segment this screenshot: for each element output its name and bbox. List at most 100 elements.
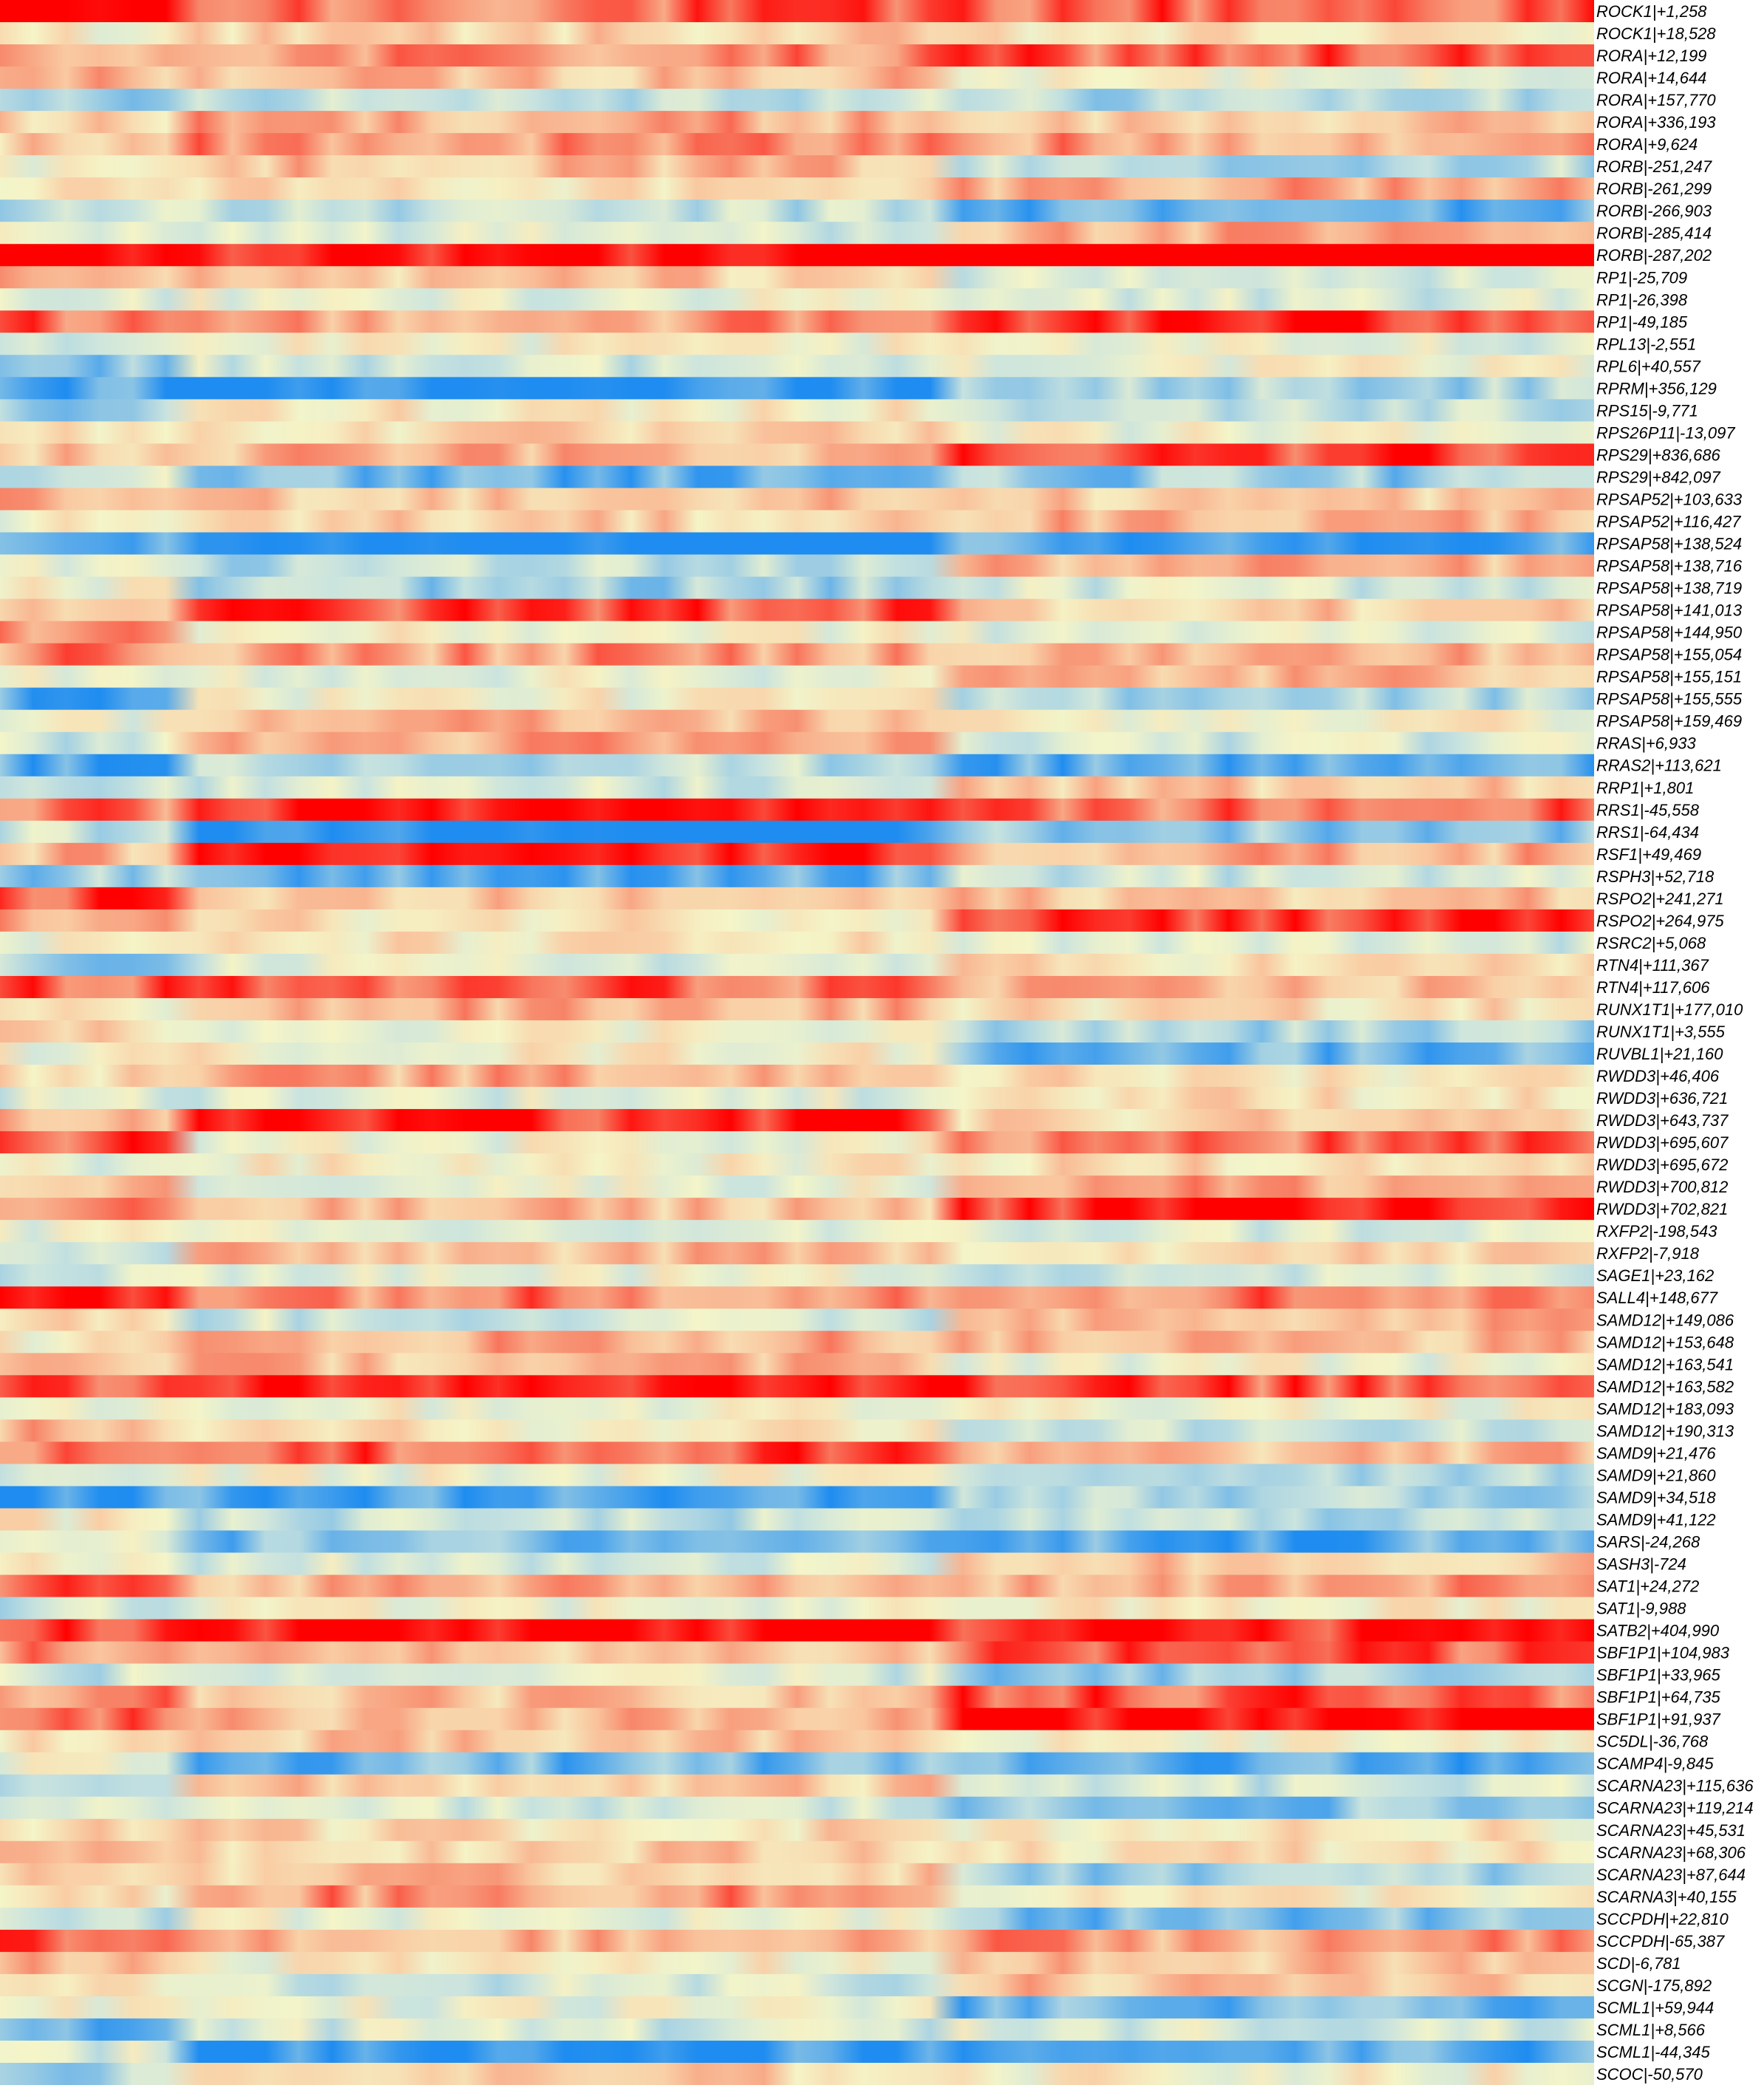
row-label: RUNX1T1|+177,010	[1596, 1000, 1743, 1019]
heatmap-row-28	[0, 621, 1594, 644]
heatmap-row-15	[0, 332, 1594, 355]
row-label: ROCK1|+18,528	[1596, 24, 1716, 43]
heatmap-row-64	[0, 1419, 1594, 1442]
row-label: RPL6|+40,557	[1596, 357, 1701, 375]
row-label: RPSAP58|+138,719	[1596, 579, 1742, 598]
heatmap-row-78	[0, 1730, 1594, 1753]
row-label: RPSAP58|+138,716	[1596, 557, 1743, 576]
heatmap-row-66	[0, 1464, 1594, 1487]
heatmap-row-8	[0, 177, 1594, 200]
row-label: SCCPDH|+22,810	[1596, 1910, 1729, 1928]
heatmap-row-82	[0, 1818, 1594, 1842]
row-label: RPSAP58|+155,054	[1596, 646, 1742, 664]
row-label: RPSAP58|+155,555	[1596, 690, 1743, 709]
row-label: RWDD3|+700,812	[1596, 1178, 1728, 1196]
heatmap-row-88	[0, 1951, 1594, 1975]
row-label: RORA|+12,199	[1596, 47, 1706, 65]
row-label: SAMD12|+149,086	[1596, 1311, 1734, 1329]
heatmap-row-31	[0, 687, 1594, 711]
row-label: SCARNA23|+115,636	[1596, 1777, 1754, 1795]
row-label: SAMD9|+41,122	[1596, 1510, 1716, 1529]
row-label: SCML1|+8,566	[1596, 2021, 1706, 2039]
row-label: RTN4|+117,606	[1596, 978, 1710, 997]
heatmap-row-77	[0, 1707, 1594, 1731]
row-label: SAMD9|+21,860	[1596, 1466, 1716, 1484]
heatmap-row-57	[0, 1264, 1594, 1287]
heatmap-row-53	[0, 1175, 1594, 1198]
row-label: RTN4|+111,367	[1596, 956, 1709, 975]
row-label: RWDD3|+46,406	[1596, 1067, 1720, 1085]
row-label: RP1|-49,185	[1596, 313, 1688, 331]
row-label: RRAS2|+113,621	[1596, 757, 1722, 775]
row-label: RXFP2|-198,543	[1596, 1222, 1717, 1241]
heatmap-row-46	[0, 1020, 1594, 1043]
heatmap-row-32	[0, 709, 1594, 733]
row-label: SAGE1|+23,162	[1596, 1266, 1714, 1285]
heatmap-row-33	[0, 731, 1594, 755]
heatmap-row-50	[0, 1109, 1594, 1132]
heatmap-row-39	[0, 864, 1594, 888]
heatmap-row-29	[0, 643, 1594, 666]
row-label: RORB|-287,202	[1596, 246, 1712, 265]
row-label: RP1|-26,398	[1596, 290, 1688, 309]
row-label: RWDD3|+643,737	[1596, 1111, 1729, 1130]
heatmap-row-45	[0, 997, 1594, 1021]
row-label: RPSAP58|+141,013	[1596, 601, 1743, 620]
row-label: SCARNA23|+45,531	[1596, 1821, 1746, 1840]
heatmap-row-62	[0, 1375, 1594, 1398]
row-label: SBF1P1|+91,937	[1596, 1710, 1721, 1729]
heatmap-row-73	[0, 1619, 1594, 1642]
row-label: RORB|-261,299	[1596, 180, 1712, 198]
heatmap-row-43	[0, 953, 1594, 977]
heatmap-row-13	[0, 288, 1594, 311]
heatmap-row-83	[0, 1840, 1594, 1864]
heatmap-row-9	[0, 199, 1594, 222]
row-label: SBF1P1|+64,735	[1596, 1688, 1721, 1707]
row-label: SC5DL|-36,768	[1596, 1733, 1709, 1751]
row-label: SAMD12|+153,648	[1596, 1333, 1734, 1351]
heatmap-row-92	[0, 2040, 1594, 2064]
row-label: SCARNA23|+87,644	[1596, 1866, 1746, 1884]
row-label: RP1|-25,709	[1596, 268, 1687, 287]
heatmap-row-5	[0, 111, 1594, 134]
row-label: SCARNA3|+40,155	[1596, 1888, 1737, 1906]
heatmap-row-59	[0, 1308, 1594, 1331]
row-label: RRP1|+1,801	[1596, 779, 1694, 797]
heatmap-row-14	[0, 310, 1594, 333]
row-label: SCCPDH|-65,387	[1596, 1932, 1725, 1951]
row-label: SAMD12|+163,541	[1596, 1355, 1734, 1373]
heatmap-row-56	[0, 1242, 1594, 1265]
row-label: RORA|+9,624	[1596, 135, 1698, 154]
row-label: SBF1P1|+33,965	[1596, 1666, 1721, 1685]
heatmap-row-75	[0, 1663, 1594, 1687]
heatmap-row-12	[0, 266, 1594, 289]
row-label: SCGN|-175,892	[1596, 1976, 1712, 1995]
row-label: RWDD3|+702,821	[1596, 1200, 1728, 1218]
row-label: SAT1|+24,272	[1596, 1577, 1699, 1596]
heatmap-row-40	[0, 887, 1594, 910]
heatmap-row-84	[0, 1863, 1594, 1886]
heatmap-row-18	[0, 399, 1594, 422]
heatmap-row-90	[0, 1996, 1594, 2019]
heatmap-row-63	[0, 1397, 1594, 1420]
heatmap-row-76	[0, 1685, 1594, 1709]
heatmap-row-25	[0, 554, 1594, 578]
row-label: RPS15|-9,771	[1596, 401, 1698, 420]
heatmap-row-21	[0, 465, 1594, 489]
heatmap-row-54	[0, 1198, 1594, 1221]
heatmap-row-93	[0, 2062, 1594, 2085]
row-label: SCML1|+59,944	[1596, 1999, 1714, 2017]
row-label: RSPO2|+264,975	[1596, 912, 1724, 930]
heatmap-row-41	[0, 909, 1594, 932]
row-label: SCD|-6,781	[1596, 1954, 1681, 1973]
row-label: SATB2|+404,990	[1596, 1622, 1720, 1640]
row-label: RSF1|+49,469	[1596, 845, 1701, 864]
row-label: SAMD12|+190,313	[1596, 1422, 1734, 1440]
heatmap-row-70	[0, 1552, 1594, 1576]
heatmap-row-58	[0, 1286, 1594, 1309]
heatmap-cells	[0, 0, 1594, 2085]
heatmap-row-51	[0, 1131, 1594, 1154]
row-label: RORA|+336,193	[1596, 113, 1716, 132]
row-label: RPL13|-2,551	[1596, 335, 1696, 353]
